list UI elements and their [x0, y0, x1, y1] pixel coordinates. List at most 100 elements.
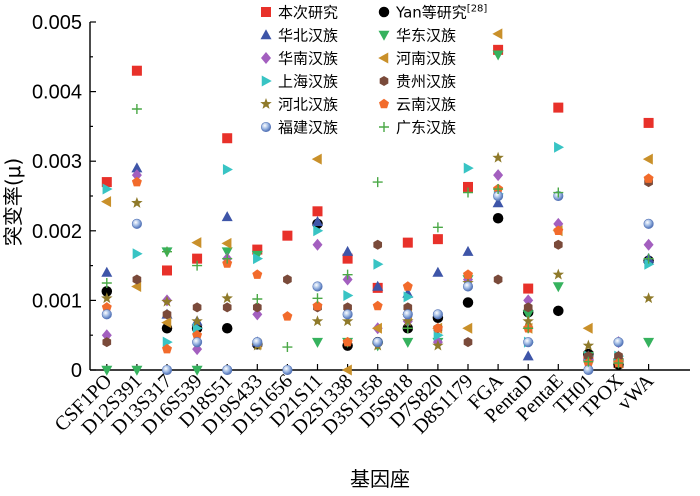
legend-item: 华南汉族 [261, 50, 338, 68]
data-point [372, 337, 383, 348]
data-point [432, 222, 443, 233]
legend-marker [379, 76, 389, 86]
data-point [282, 230, 293, 241]
data-point [131, 176, 142, 187]
data-point [131, 365, 143, 376]
data-point [222, 253, 233, 264]
data-point [584, 351, 593, 362]
legend-marker [260, 29, 272, 40]
y-tick-label: 0.003 [32, 151, 82, 173]
data-point [492, 213, 504, 224]
series-pentagon [101, 173, 654, 368]
legend-item: 云南汉族 [379, 96, 456, 114]
data-point [523, 323, 534, 334]
legend-item: 福建汉族 [260, 119, 338, 137]
data-point [101, 266, 113, 277]
x-tick-label: vWA [614, 370, 659, 415]
data-point [643, 337, 655, 348]
data-point [191, 365, 203, 376]
data-point [132, 248, 143, 260]
series-square [101, 44, 654, 369]
data-point [402, 309, 413, 320]
legend-label: 河南汉族 [396, 50, 456, 68]
data-point [161, 364, 173, 376]
data-point [463, 162, 474, 174]
legend-item: 贵州汉族 [379, 73, 456, 91]
data-point [101, 292, 113, 304]
legend-marker [261, 52, 271, 64]
data-point [522, 310, 534, 321]
data-point [221, 322, 233, 334]
data-point [101, 278, 112, 288]
data-point [222, 302, 232, 313]
legend-item: Yan等研究[28] [378, 4, 488, 22]
legend-label: 本次研究 [278, 4, 338, 22]
data-point [282, 342, 293, 353]
y-axis-ticks: 0 0.001 0.002 0.003 0.004 0.005 [32, 12, 96, 382]
data-point [493, 169, 504, 182]
data-point [432, 234, 443, 245]
data-point [463, 269, 473, 279]
series-circle-gradient [101, 190, 654, 376]
legend-label: 华东汉族 [396, 27, 456, 45]
data-point [313, 225, 324, 237]
data-point [493, 44, 504, 55]
data-point [372, 280, 384, 291]
data-point [102, 337, 112, 348]
data-point [101, 302, 112, 312]
data-point [432, 266, 444, 277]
legend-label: 云南汉族 [396, 96, 456, 114]
data-point [311, 315, 324, 327]
legend-label-superscript: [28] [467, 4, 488, 15]
data-point [582, 322, 593, 334]
data-point [252, 294, 263, 305]
data-point [553, 102, 564, 113]
data-point [161, 317, 172, 329]
data-point [192, 302, 202, 313]
data-point [642, 153, 653, 165]
data-point [221, 211, 233, 222]
data-point [192, 253, 203, 264]
legend-label: 上海汉族 [278, 73, 338, 91]
legend-marker [379, 98, 389, 109]
data-point [131, 196, 143, 208]
data-point [312, 337, 323, 348]
data-point [402, 323, 413, 334]
data-point [522, 350, 534, 361]
data-point [553, 225, 564, 236]
data-point [253, 253, 264, 265]
data-point [192, 329, 203, 340]
legend-marker [378, 30, 390, 41]
data-point [554, 141, 565, 153]
data-point [132, 274, 142, 285]
data-point [373, 239, 383, 250]
data-point [311, 153, 322, 165]
data-point [462, 322, 473, 334]
data-point [492, 151, 504, 163]
data-point [131, 280, 142, 292]
data-point [522, 315, 534, 327]
data-point [463, 187, 473, 198]
y-axis-title: 突变率(μ) [1, 158, 25, 246]
data-point [582, 339, 595, 351]
data-point [372, 300, 383, 311]
data-point [162, 336, 173, 348]
series-plus [101, 104, 654, 369]
data-point [614, 351, 623, 362]
x-axis-title: 基因座 [350, 467, 410, 491]
data-point [162, 265, 172, 276]
legend-label: 华南汉族 [278, 50, 338, 68]
data-point [101, 365, 113, 376]
data-point [312, 238, 323, 251]
data-point [643, 238, 654, 251]
data-points [101, 28, 655, 376]
data-point [131, 169, 142, 182]
legend-label: 广东汉族 [396, 119, 456, 137]
legend-item: 河南汉族 [378, 50, 456, 68]
data-point [402, 281, 413, 291]
legend-item: 广东汉族 [379, 119, 456, 137]
data-point [162, 309, 172, 320]
data-point [553, 187, 564, 198]
data-point [613, 358, 624, 369]
